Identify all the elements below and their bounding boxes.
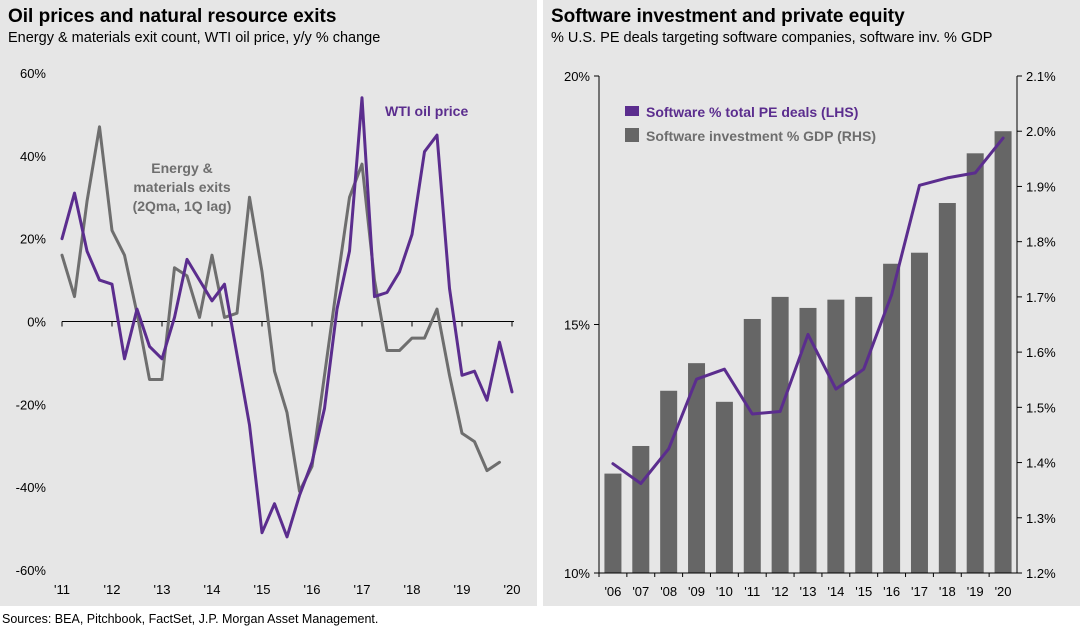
y-tick-label: 0%: [27, 315, 46, 330]
right-tick-label: 1.4%: [1026, 456, 1056, 471]
oil-chart-panel: Oil prices and natural resource exits En…: [0, 0, 537, 606]
legend-swatch-investment: [625, 128, 639, 142]
software-investment-bar: [688, 363, 706, 573]
x-tick-label: '12: [772, 584, 789, 599]
right-tick-label: 1.6%: [1026, 345, 1056, 360]
y-tick-label: 40%: [20, 149, 46, 164]
software-investment-bar: [827, 299, 845, 573]
software-investment-bar: [910, 252, 928, 573]
software-investment-bar: [883, 263, 901, 573]
wti-annotation: WTI oil price: [385, 103, 468, 119]
right-tick-label: 1.3%: [1026, 511, 1056, 526]
x-tick-label: '12: [104, 582, 121, 597]
software-pe-deals-line: [611, 136, 1005, 485]
y-tick-label: 20%: [20, 232, 46, 247]
exits-annotation-line: (2Qma, 1Q lag): [133, 198, 232, 214]
x-tick-label: '18: [939, 584, 956, 599]
software-chart-subtitle: % U.S. PE deals targeting software compa…: [551, 30, 993, 46]
x-tick-label: '19: [967, 584, 984, 599]
software-investment-bar: [771, 296, 789, 573]
x-tick-label: '15: [855, 584, 872, 599]
x-tick-label: '16: [304, 582, 321, 597]
x-tick-label: '08: [660, 584, 677, 599]
exits-annotation-line: Energy &: [151, 160, 212, 176]
x-tick-label: '07: [632, 584, 649, 599]
x-tick-label: '14: [204, 582, 221, 597]
wti-oil-price-line: [60, 96, 514, 539]
x-tick-label: '19: [454, 582, 471, 597]
left-tick-label: 10%: [564, 566, 590, 581]
oil-chart-plot: 60% 40% 20% 0% -20% -40% -60% '11 '12 '13 '14 '15 '1…: [16, 66, 521, 597]
software-investment-bar: [715, 401, 733, 573]
x-tick-label: '11: [54, 582, 70, 597]
x-tick-label: '13: [800, 584, 817, 599]
energy-exits-line: [60, 125, 501, 493]
y-tick-label: -60%: [16, 563, 47, 578]
source-note: Sources: BEA, Pitchbook, FactSet, J.P. M…: [2, 612, 379, 626]
software-chart-plot: 20% 15% 10% 2.1% 2.0% 1.9% 1.8% 1.7% 1.6% 1.5% 1.4…: [564, 69, 1056, 599]
x-tick-label: '16: [883, 584, 900, 599]
x-tick-label: '17: [911, 584, 928, 599]
legend-label-investment: Software investment % GDP (RHS): [646, 128, 876, 144]
software-investment-bar: [660, 390, 678, 573]
right-tick-label: 2.1%: [1026, 69, 1056, 84]
x-tick-label: '13: [154, 582, 171, 597]
software-investment-bar: [994, 131, 1012, 573]
left-tick-label: 15%: [564, 318, 590, 333]
software-investment-bar: [799, 307, 817, 573]
exits-annotation-line: materials exits: [133, 179, 230, 195]
oil-chart-subtitle: Energy & materials exit count, WTI oil p…: [8, 30, 381, 46]
x-tick-label: '09: [688, 584, 705, 599]
right-tick-label: 2.0%: [1026, 124, 1056, 139]
software-investment-bar: [632, 445, 650, 573]
software-chart-panel: Software investment and private equity %…: [543, 0, 1080, 606]
x-tick-label: '11: [744, 584, 760, 599]
software-chart-title: Software investment and private equity: [551, 6, 905, 27]
legend-label-pe-deals: Software % total PE deals (LHS): [646, 104, 858, 120]
right-tick-label: 1.7%: [1026, 290, 1056, 305]
x-tick-label: '17: [354, 582, 371, 597]
software-investment-bar: [855, 296, 873, 573]
right-tick-label: 1.9%: [1026, 179, 1056, 194]
oil-chart-title: Oil prices and natural resource exits: [8, 6, 337, 27]
legend-swatch-pe-deals: [625, 106, 639, 116]
x-tick-label: '20: [995, 584, 1012, 599]
software-investment-bar: [743, 318, 761, 573]
x-tick-label: '20: [504, 582, 521, 597]
right-tick-label: 1.8%: [1026, 235, 1056, 250]
x-tick-label: '06: [604, 584, 621, 599]
x-tick-label: '15: [254, 582, 271, 597]
right-tick-label: 1.5%: [1026, 400, 1056, 415]
x-tick-label: '18: [404, 582, 421, 597]
software-investment-bar: [966, 153, 984, 574]
y-tick-label: 60%: [20, 66, 46, 81]
software-investment-bar: [604, 473, 622, 573]
right-tick-label: 1.2%: [1026, 566, 1056, 581]
software-investment-bar: [938, 203, 956, 573]
y-tick-label: -40%: [16, 480, 47, 495]
y-tick-label: -20%: [16, 397, 47, 412]
x-tick-label: '10: [716, 584, 733, 599]
left-tick-label: 20%: [564, 69, 590, 84]
x-tick-label: '14: [827, 584, 844, 599]
